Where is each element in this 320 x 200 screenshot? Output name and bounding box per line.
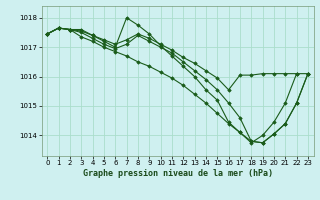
X-axis label: Graphe pression niveau de la mer (hPa): Graphe pression niveau de la mer (hPa) xyxy=(83,169,273,178)
